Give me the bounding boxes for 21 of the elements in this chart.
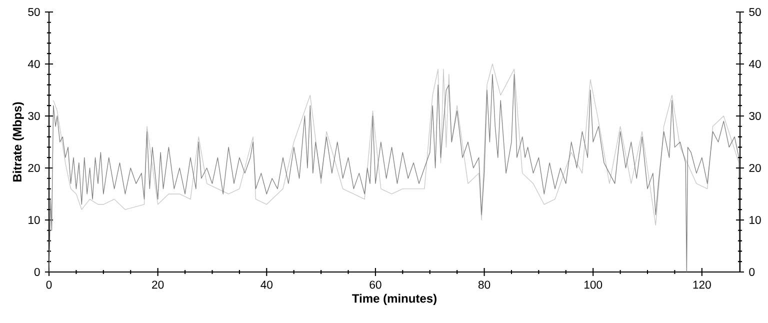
x-tick-label: 20: [152, 280, 164, 289]
y2-tick-label: 10: [750, 216, 761, 224]
y-tick-label: 20: [28, 164, 40, 172]
y2-tick-label: 40: [748, 60, 761, 68]
x-tick-label: 0: [46, 280, 52, 289]
y2-tick-label: 30: [749, 112, 761, 120]
x-tick-label: 100: [584, 280, 602, 289]
y2-tick-label: 20: [749, 164, 761, 172]
x-tick-label: 120: [693, 280, 711, 289]
x-axis-title: Time (minutes): [352, 294, 436, 306]
y-tick-label: 50: [28, 8, 40, 16]
y2-tick-label: 0: [749, 268, 755, 276]
x-tick-label: 60: [370, 280, 382, 289]
y-axis-title: Bitrate (Mbps): [12, 102, 24, 182]
y-tick-label: 10: [28, 216, 40, 224]
y-tick-label: 0: [34, 268, 40, 276]
x-tick-label: 80: [478, 280, 490, 289]
y-tick-label: 40: [28, 60, 40, 68]
x-tick-label: 40: [260, 280, 272, 289]
y-tick-label: 30: [28, 112, 40, 120]
y2-tick-label: 50: [749, 8, 761, 16]
